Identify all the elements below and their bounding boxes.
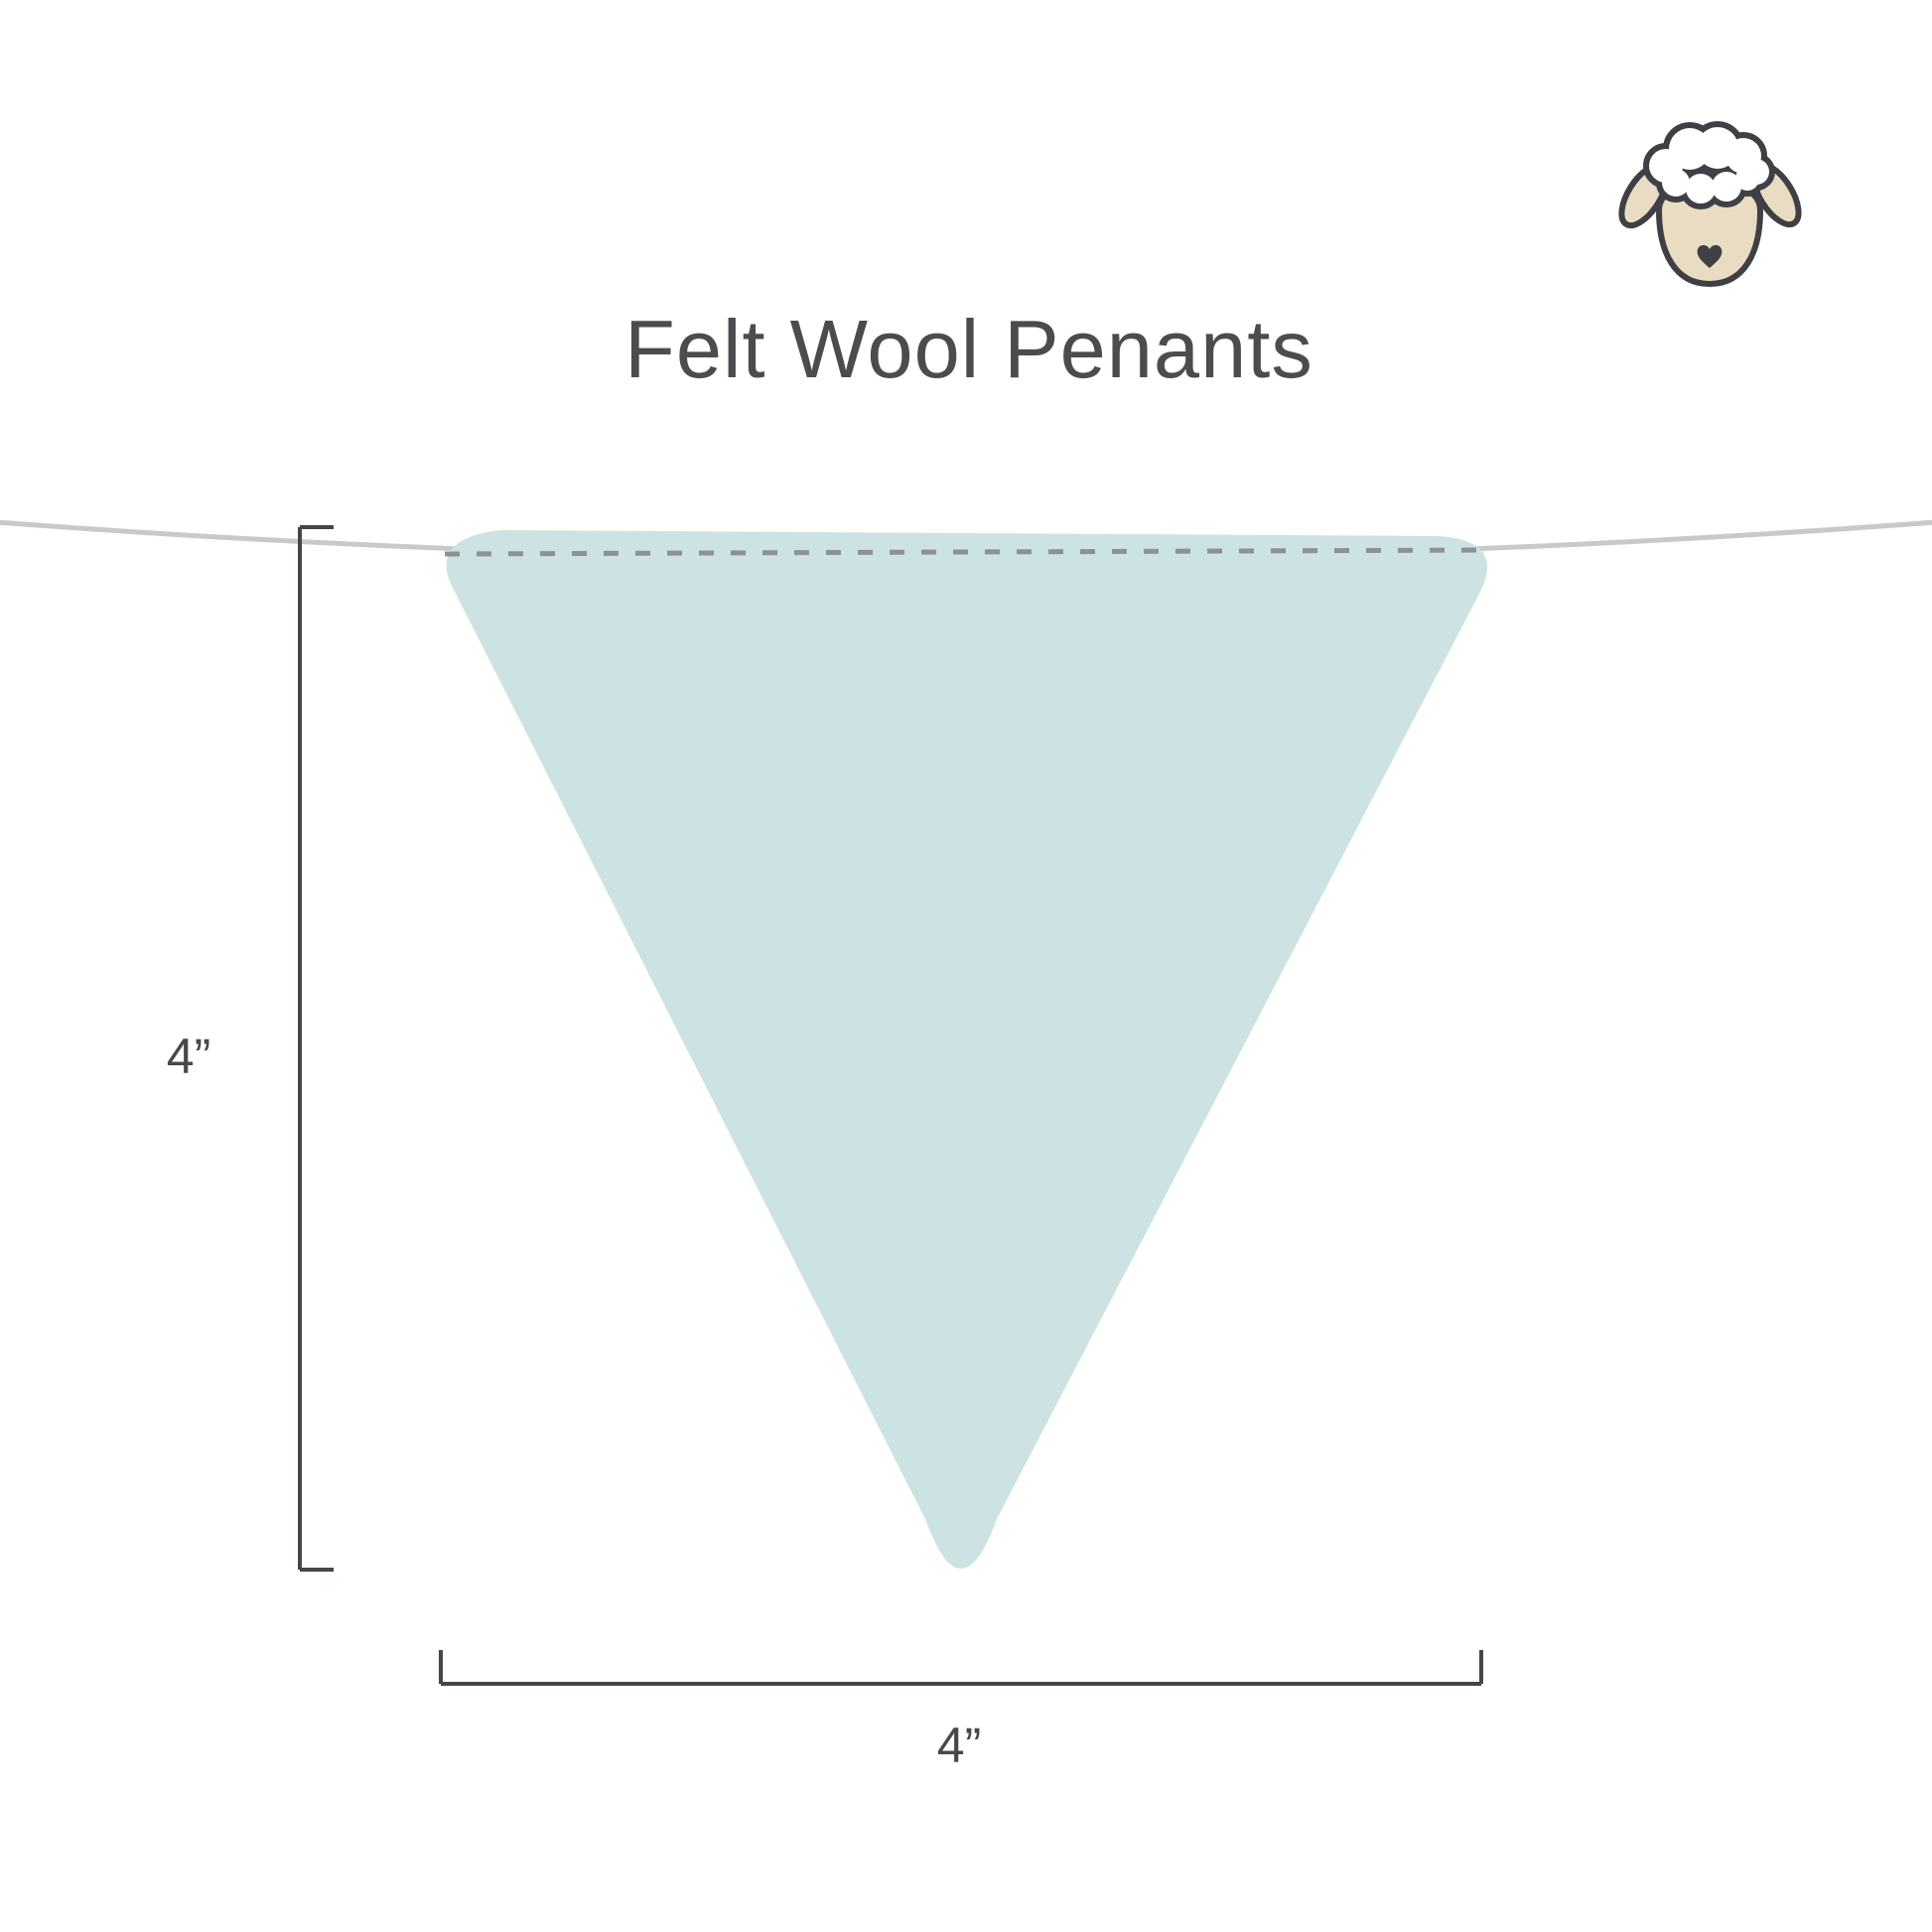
sheep-fleece <box>1649 127 1769 204</box>
height-dimension-label: 4” <box>166 1029 211 1084</box>
width-dimension-label: 4” <box>936 1718 982 1773</box>
pennant-triangle <box>446 530 1488 1569</box>
stitch-dashed-line <box>444 547 1490 557</box>
width-dimension-lines <box>439 1650 1483 1686</box>
width-dimension-path <box>439 1650 1483 1686</box>
sheep-icon <box>1618 121 1802 288</box>
sheep-heart-nose <box>1697 244 1723 268</box>
page-title: Felt Wool Penants <box>624 303 1313 395</box>
height-dimension-path <box>298 525 334 1572</box>
height-dimension-lines <box>298 525 334 1572</box>
